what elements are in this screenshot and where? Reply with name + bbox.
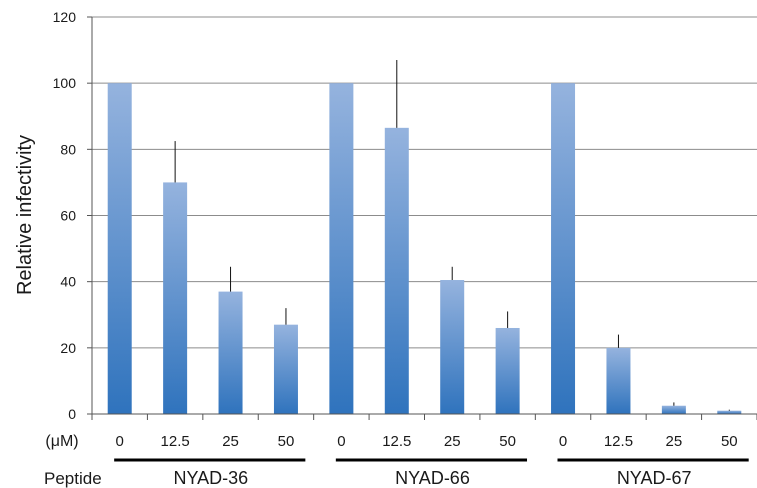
- category-label: 0: [116, 433, 124, 450]
- group-label: NYAD-36: [173, 468, 248, 488]
- category-label: 50: [721, 433, 738, 450]
- category-label: 12.5: [604, 433, 633, 450]
- y-tick-label: 80: [60, 141, 76, 157]
- y-tick-label: 60: [60, 208, 76, 224]
- bar: [384, 127, 409, 415]
- y-tick-label: 100: [53, 75, 77, 91]
- bar: [273, 324, 298, 414]
- bar: [717, 410, 742, 414]
- category-label: 50: [278, 433, 295, 450]
- bar: [440, 280, 465, 414]
- category-label: 25: [222, 433, 239, 450]
- group-label: NYAD-67: [617, 468, 692, 488]
- y-tick-label: 40: [60, 274, 76, 290]
- category-label: 50: [499, 433, 516, 450]
- bar: [107, 83, 132, 415]
- group-label: NYAD-66: [395, 468, 470, 488]
- category-label: 12.5: [382, 433, 411, 450]
- gridlines: [92, 16, 757, 349]
- category-label: 25: [666, 433, 683, 450]
- axes: [87, 16, 757, 420]
- bar: [163, 182, 188, 414]
- bar: [606, 347, 631, 414]
- peptide-row-label: Peptide: [44, 469, 102, 488]
- bar: [495, 327, 520, 414]
- bar: [661, 405, 686, 414]
- labels: 0 20 40 60 80 100 120 0 12.5 25 50 0 12.5 25 50 0 12.5 25…: [53, 9, 749, 488]
- category-label: 0: [559, 433, 567, 450]
- y-axis-label: Relative infectivity: [14, 135, 36, 295]
- y-tick-label: 0: [68, 406, 76, 422]
- bar: [218, 291, 243, 414]
- category-label: 25: [444, 433, 461, 450]
- bars: [107, 83, 742, 415]
- bar: [551, 83, 576, 415]
- category-label: 12.5: [161, 433, 190, 450]
- error-bars: [174, 60, 730, 411]
- y-tick-label: 120: [53, 9, 77, 25]
- y-tick-label: 20: [60, 340, 76, 356]
- bar: [329, 83, 354, 415]
- concentration-unit-label: (μM): [45, 433, 78, 450]
- category-label: 0: [337, 433, 345, 450]
